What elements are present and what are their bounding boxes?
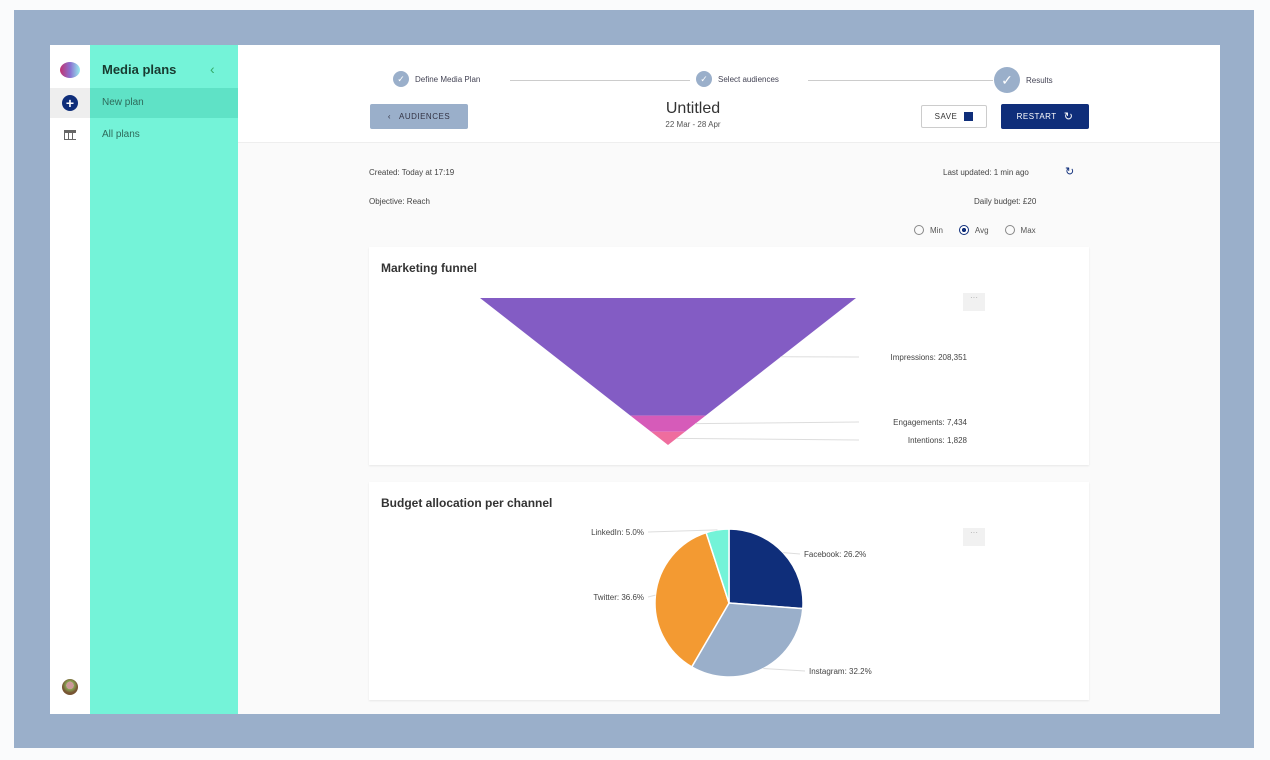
plan-dates: 22 Mar - 28 Apr [665,120,721,129]
sidebar-item-all-plans[interactable]: All plans [102,129,140,140]
save-button[interactable]: SAVE [921,105,987,128]
main-content: ✓ Define Media Plan ✓ Select audiences ✓ Re… [238,45,1220,714]
funnel-chart: Impressions: 208,351 Engagements: 7,434 In… [480,298,968,445]
app-window: + Media plans ‹ New plan All plans ✓ Defi… [50,45,1220,714]
range-radio-group: Min Avg Max [914,225,1036,235]
radio-min[interactable]: Min [914,225,943,235]
sidebar-item-new-plan[interactable]: New plan [90,88,238,118]
radio-avg[interactable]: Avg [958,225,989,235]
step-define[interactable]: ✓ Define Media Plan [393,71,480,87]
funnel-label: Engagements: 7,434 [893,418,967,427]
logo-icon [50,55,90,85]
back-label: AUDIENCES [398,112,451,121]
funnel-card: Marketing funnel ··· Impressions: 208,35… [369,247,1089,465]
pie-chart: Facebook: 26.2% Instagram: 32.2% Twitter: … [591,528,872,678]
table-icon[interactable] [50,120,90,150]
pie-label: LinkedIn: 5.0% [591,528,644,537]
step-audiences[interactable]: ✓ Select audiences [696,71,779,87]
funnel-segment-intentions [651,431,685,445]
collapse-chevron-icon[interactable]: ‹ [210,61,215,77]
save-label: SAVE [934,112,958,121]
check-icon: ✓ [696,71,712,87]
leader-line [647,594,656,598]
pie-slice-facebook [728,528,804,610]
radio-max[interactable]: Max [1004,225,1036,235]
radio-label: Max [1020,225,1036,235]
step-results[interactable]: ✓ Results [994,67,1053,93]
radio-label: Min [930,225,943,235]
plan-title: Untitled [665,100,721,117]
refresh-icon[interactable]: ↻ [1065,166,1075,178]
chart-menu-button[interactable]: ··· [963,528,985,546]
daily-budget-text: Daily budget: £20 [974,197,1037,206]
objective-text: Objective: Reach [369,197,430,206]
check-icon: ✓ [994,67,1020,93]
back-audiences-button[interactable]: ‹ AUDIENCES [370,104,468,129]
pie-slice-instagram [690,602,804,678]
step-label: Select audiences [718,74,779,84]
new-plan-icon[interactable]: + [50,88,90,118]
leader-line [783,552,801,555]
pie-label: Twitter: 36.6% [593,593,644,602]
pie-card: Budget allocation per channel ··· Facebo… [369,482,1089,700]
funnel-label: Intentions: 1,828 [908,436,968,445]
leader-line [676,437,860,441]
radio-label: Avg [974,225,989,235]
created-text: Created: Today at 17:19 [369,168,455,177]
funnel-segment-impressions [480,298,856,416]
refresh-icon: ↻ [1063,111,1074,123]
check-icon: ✓ [393,71,409,87]
pie-label: Instagram: 32.2% [809,667,872,676]
floppy-icon [964,112,974,121]
sidebar-title: Media plans [102,62,177,77]
leader-line [695,421,860,425]
leader-line [763,668,806,672]
icon-rail: + [50,45,90,714]
leader-line [647,529,718,533]
restart-button[interactable]: RESTART ↻ [1001,104,1089,129]
funnel-label: Impressions: 208,351 [891,353,968,362]
pie-slice-twitter [654,531,730,668]
pie-slice-linkedin [705,528,730,604]
step-label: Results [1026,75,1053,85]
chart-menu-button[interactable]: ··· [963,293,985,311]
chevron-left-icon: ‹ [387,112,391,121]
header: ✓ Define Media Plan ✓ Select audiences ✓ Re… [238,45,1220,143]
funnel-segment-engagements [630,415,706,432]
pie-label: Facebook: 26.2% [804,550,866,559]
sidebar: Media plans ‹ New plan All plans [90,45,238,714]
restart-label: RESTART [1016,112,1057,121]
funnel-title: Marketing funnel [381,261,478,275]
pie-title: Budget allocation per channel [381,496,553,510]
last-updated-text: Last updated: 1 min ago [943,168,1029,177]
avatar[interactable] [50,672,90,702]
step-label: Define Media Plan [415,74,481,84]
